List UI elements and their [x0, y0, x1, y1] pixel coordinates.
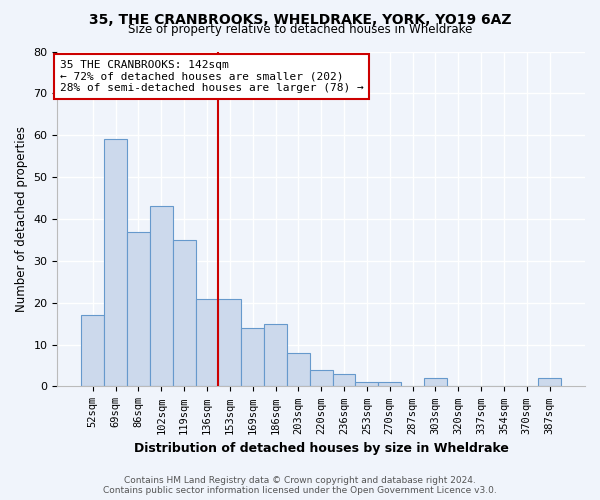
Bar — [538, 378, 561, 386]
Text: Contains HM Land Registry data © Crown copyright and database right 2024.
Contai: Contains HM Land Registry data © Crown c… — [103, 476, 497, 495]
Bar — [196, 298, 218, 386]
Bar — [104, 140, 127, 386]
Bar — [264, 324, 287, 386]
Bar — [82, 316, 104, 386]
Bar — [150, 206, 173, 386]
X-axis label: Distribution of detached houses by size in Wheldrake: Distribution of detached houses by size … — [134, 442, 509, 455]
Bar — [310, 370, 332, 386]
Bar — [127, 232, 150, 386]
Text: 35, THE CRANBROOKS, WHELDRAKE, YORK, YO19 6AZ: 35, THE CRANBROOKS, WHELDRAKE, YORK, YO1… — [89, 12, 511, 26]
Bar — [218, 298, 241, 386]
Bar — [241, 328, 264, 386]
Bar — [379, 382, 401, 386]
Bar — [424, 378, 447, 386]
Bar — [287, 353, 310, 386]
Bar — [332, 374, 355, 386]
Text: Size of property relative to detached houses in Wheldrake: Size of property relative to detached ho… — [128, 22, 472, 36]
Y-axis label: Number of detached properties: Number of detached properties — [15, 126, 28, 312]
Bar — [173, 240, 196, 386]
Text: 35 THE CRANBROOKS: 142sqm
← 72% of detached houses are smaller (202)
28% of semi: 35 THE CRANBROOKS: 142sqm ← 72% of detac… — [60, 60, 364, 93]
Bar — [355, 382, 379, 386]
